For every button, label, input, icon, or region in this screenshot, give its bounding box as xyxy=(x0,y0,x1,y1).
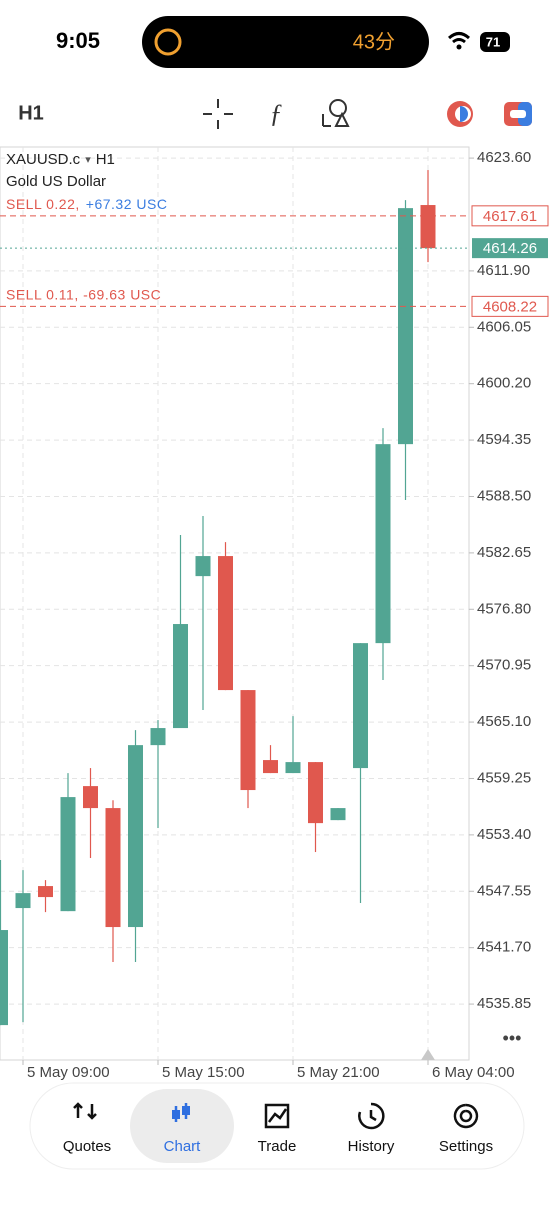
candle-body xyxy=(285,762,301,774)
y-tick-label: 4623.60 xyxy=(477,149,531,166)
current-price-label: 4614.26 xyxy=(483,240,537,257)
candle-body xyxy=(38,886,53,898)
price-tag xyxy=(471,295,549,317)
tab-label[interactable]: Chart xyxy=(164,1138,202,1155)
candle-body xyxy=(398,208,413,445)
candle-body xyxy=(60,797,76,912)
y-tick-label: 4606.05 xyxy=(477,318,531,335)
status-time: 9:05 xyxy=(56,28,100,53)
y-tick-label: 4588.50 xyxy=(477,487,531,504)
x-tick-label: 5 May 21:00 xyxy=(297,1064,380,1081)
candle-body xyxy=(308,762,323,824)
candle-body xyxy=(0,930,8,1026)
candle-body xyxy=(195,556,211,577)
price-tag-label: 4608.22 xyxy=(483,298,537,315)
candle-body xyxy=(240,690,256,791)
tab-icon[interactable] xyxy=(453,1103,479,1129)
position-profit: +67.32 USC xyxy=(86,196,168,212)
symbol-description: Gold US Dollar xyxy=(6,173,106,190)
symbol-timeframe: H1 xyxy=(96,151,115,168)
more-button[interactable]: ••• xyxy=(503,1028,522,1048)
candle-body xyxy=(83,786,98,809)
scroll-marker[interactable] xyxy=(421,1049,435,1060)
x-tick-label: 6 May 04:00 xyxy=(432,1064,515,1081)
battery-level: 71 xyxy=(486,34,500,49)
y-tick-label: 4594.35 xyxy=(477,431,531,448)
candle-body xyxy=(353,643,368,769)
tab-active-bg xyxy=(130,1089,234,1163)
candle-body xyxy=(150,728,166,746)
symbol: XAUUSD.c xyxy=(6,151,81,168)
price-tag-label: 4617.61 xyxy=(483,208,537,225)
candle-body xyxy=(128,745,143,928)
candle-body xyxy=(218,556,233,691)
symbol-dropdown[interactable]: ▾ xyxy=(85,154,91,166)
position-label: SELL 0.11, -69.63 USC xyxy=(6,286,161,302)
tab-icon-candle xyxy=(172,1110,180,1119)
position-label: SELL 0.22, +67.32 USC xyxy=(6,196,167,212)
tab-label[interactable]: History xyxy=(348,1138,395,1155)
y-tick-label: 4553.40 xyxy=(477,826,531,843)
tab-icon[interactable] xyxy=(358,1102,385,1130)
wifi-icon xyxy=(447,32,471,44)
candle-body xyxy=(420,205,436,249)
depth-button[interactable] xyxy=(504,102,532,126)
tab-label[interactable]: Trade xyxy=(258,1138,297,1155)
wifi-dot xyxy=(456,44,462,50)
x-tick-label: 5 May 15:00 xyxy=(162,1064,245,1081)
indicators-button[interactable]: ƒ xyxy=(270,99,283,128)
position-side: SELL 0.22, xyxy=(6,196,80,212)
position-side: SELL 0.11, -69.63 USC xyxy=(6,286,161,302)
symbol-name: XAUUSD.c ▾ H1 xyxy=(6,151,115,168)
candle-body xyxy=(330,808,346,821)
y-tick-label: 4582.65 xyxy=(477,544,531,561)
y-tick-label: 4570.95 xyxy=(477,657,531,674)
tab-icon-candle xyxy=(182,1106,190,1115)
y-tick-label: 4541.70 xyxy=(477,939,531,956)
y-tick-label: 4535.85 xyxy=(477,995,531,1012)
crosshair-button[interactable] xyxy=(203,99,233,129)
timeframe-button[interactable]: H1 xyxy=(18,102,44,124)
plot-frame xyxy=(0,146,470,1061)
battery xyxy=(480,32,510,52)
tab-icon[interactable] xyxy=(264,1103,290,1129)
candle-body xyxy=(173,624,188,729)
candle-body xyxy=(375,444,391,644)
activity-icon xyxy=(154,28,182,56)
y-tick-label: 4576.80 xyxy=(477,600,531,617)
y-tick-label: 4600.20 xyxy=(477,375,531,392)
y-tick-label: 4547.55 xyxy=(477,882,531,899)
y-tick-label: 4611.90 xyxy=(477,262,530,279)
dynamic-island xyxy=(142,16,429,68)
y-tick-label: 4559.25 xyxy=(477,769,531,786)
tab-label[interactable]: Quotes xyxy=(63,1138,111,1155)
y-tick-label: 4565.10 xyxy=(477,713,531,730)
objects-button[interactable] xyxy=(322,99,350,127)
candle-body xyxy=(105,808,121,928)
candle-body xyxy=(15,893,31,909)
tab-icon[interactable] xyxy=(73,1102,97,1120)
trade-button[interactable] xyxy=(447,101,473,127)
tab-items: Quotes Chart Trade History Settings xyxy=(63,1089,493,1163)
candle-body xyxy=(263,760,278,774)
price-tag xyxy=(471,205,549,227)
x-tick-label: 5 May 09:00 xyxy=(27,1064,110,1081)
tab-label[interactable]: Settings xyxy=(439,1138,493,1155)
current-price-tag xyxy=(472,238,548,259)
activity-text: 43分 xyxy=(353,30,395,53)
chart xyxy=(0,146,549,1065)
